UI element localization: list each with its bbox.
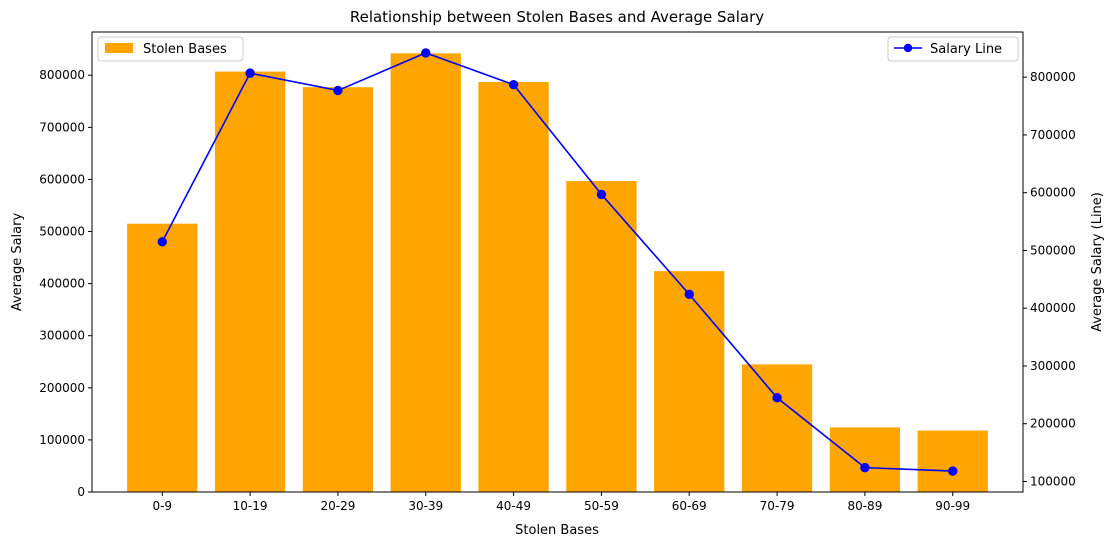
y-left-tick-label-200000: 200000 bbox=[39, 381, 85, 395]
bar-40-49 bbox=[478, 82, 549, 492]
bar-20-29 bbox=[302, 87, 374, 492]
y-right-tick-label-300000: 300000 bbox=[1030, 359, 1076, 373]
chart-title: Relationship between Stolen Bases and Av… bbox=[350, 8, 764, 26]
bar-30-39 bbox=[390, 53, 461, 493]
y-right-tick-label-200000: 200000 bbox=[1030, 417, 1076, 431]
bar-10-19 bbox=[214, 71, 286, 492]
line-point-0-9 bbox=[157, 237, 167, 247]
y-left-tick-label-700000: 700000 bbox=[39, 120, 85, 134]
x-tick-label-80-89: 80-89 bbox=[847, 499, 882, 513]
y-right-tick-label-100000: 100000 bbox=[1030, 474, 1076, 488]
y-left-tick-label-600000: 600000 bbox=[39, 172, 85, 186]
line-point-10-19 bbox=[245, 68, 255, 78]
x-axis-label: Stolen Bases bbox=[515, 523, 599, 538]
y-left-tick-label-300000: 300000 bbox=[39, 329, 85, 343]
y-right-tick-label-800000: 800000 bbox=[1030, 70, 1076, 84]
bar-70-79 bbox=[741, 364, 813, 492]
legend-bars-box bbox=[97, 36, 244, 62]
y-right-tick-label-700000: 700000 bbox=[1030, 128, 1076, 142]
bar-80-89 bbox=[829, 427, 901, 492]
line-point-40-49 bbox=[508, 79, 519, 90]
line-point-20-29 bbox=[333, 85, 343, 96]
legend-line-marker bbox=[903, 43, 913, 53]
line-point-80-89 bbox=[860, 462, 870, 473]
legend-line-box bbox=[887, 36, 1019, 62]
x-tick-label-70-79: 70-79 bbox=[760, 499, 795, 513]
y-right-tick-label-500000: 500000 bbox=[1030, 243, 1076, 257]
y-right-tick-label-600000: 600000 bbox=[1030, 186, 1076, 200]
y-right-tick-label-400000: 400000 bbox=[1030, 301, 1076, 315]
bar-50-59 bbox=[566, 180, 637, 493]
x-tick-label-20-29: 20-29 bbox=[320, 499, 355, 513]
y-axis-label-right: Average Salary (Line) bbox=[1090, 192, 1105, 332]
legend-bars-label: Stolen Bases bbox=[143, 42, 227, 57]
y-left-tick-label-500000: 500000 bbox=[39, 225, 85, 239]
x-tick-label-50-59: 50-59 bbox=[584, 499, 619, 513]
plot-area: 0-9 10-19 20-29 30-39 40-49 50-59 60-69 70-79 80… bbox=[39, 31, 1076, 513]
legend-bars: Stolen Bases bbox=[97, 36, 244, 62]
x-tick-label-10-19: 10-19 bbox=[233, 499, 268, 513]
bar-90-99 bbox=[917, 430, 988, 492]
bar-0-9 bbox=[127, 223, 198, 492]
line-point-30-39 bbox=[421, 48, 431, 58]
legend-bars-swatch bbox=[105, 43, 133, 53]
y-left-tick-label-0: 0 bbox=[77, 485, 85, 499]
line-point-50-59 bbox=[596, 189, 607, 200]
plot-frame bbox=[91, 31, 1024, 493]
x-tick-label-60-69: 60-69 bbox=[672, 499, 707, 513]
legend-line-label: Salary Line bbox=[930, 42, 1002, 57]
line-point-60-69 bbox=[684, 289, 694, 300]
x-tick-label-90-99: 90-99 bbox=[935, 499, 970, 513]
legend-line: Salary Line bbox=[887, 36, 1019, 62]
bar-60-69 bbox=[654, 271, 725, 492]
line-point-90-99 bbox=[948, 466, 958, 476]
y-left-tick-label-800000: 800000 bbox=[39, 68, 85, 82]
salary-line bbox=[161, 52, 953, 472]
y-left-tick-label-400000: 400000 bbox=[39, 277, 85, 291]
x-tick-label-30-39: 30-39 bbox=[408, 499, 443, 513]
x-tick-label-0-9: 0-9 bbox=[152, 499, 172, 513]
y-axis-label-left: Average Salary bbox=[10, 213, 25, 312]
x-tick-label-40-49: 40-49 bbox=[496, 499, 531, 513]
line-point-70-79 bbox=[772, 393, 782, 403]
y-left-tick-label-100000: 100000 bbox=[39, 433, 85, 447]
